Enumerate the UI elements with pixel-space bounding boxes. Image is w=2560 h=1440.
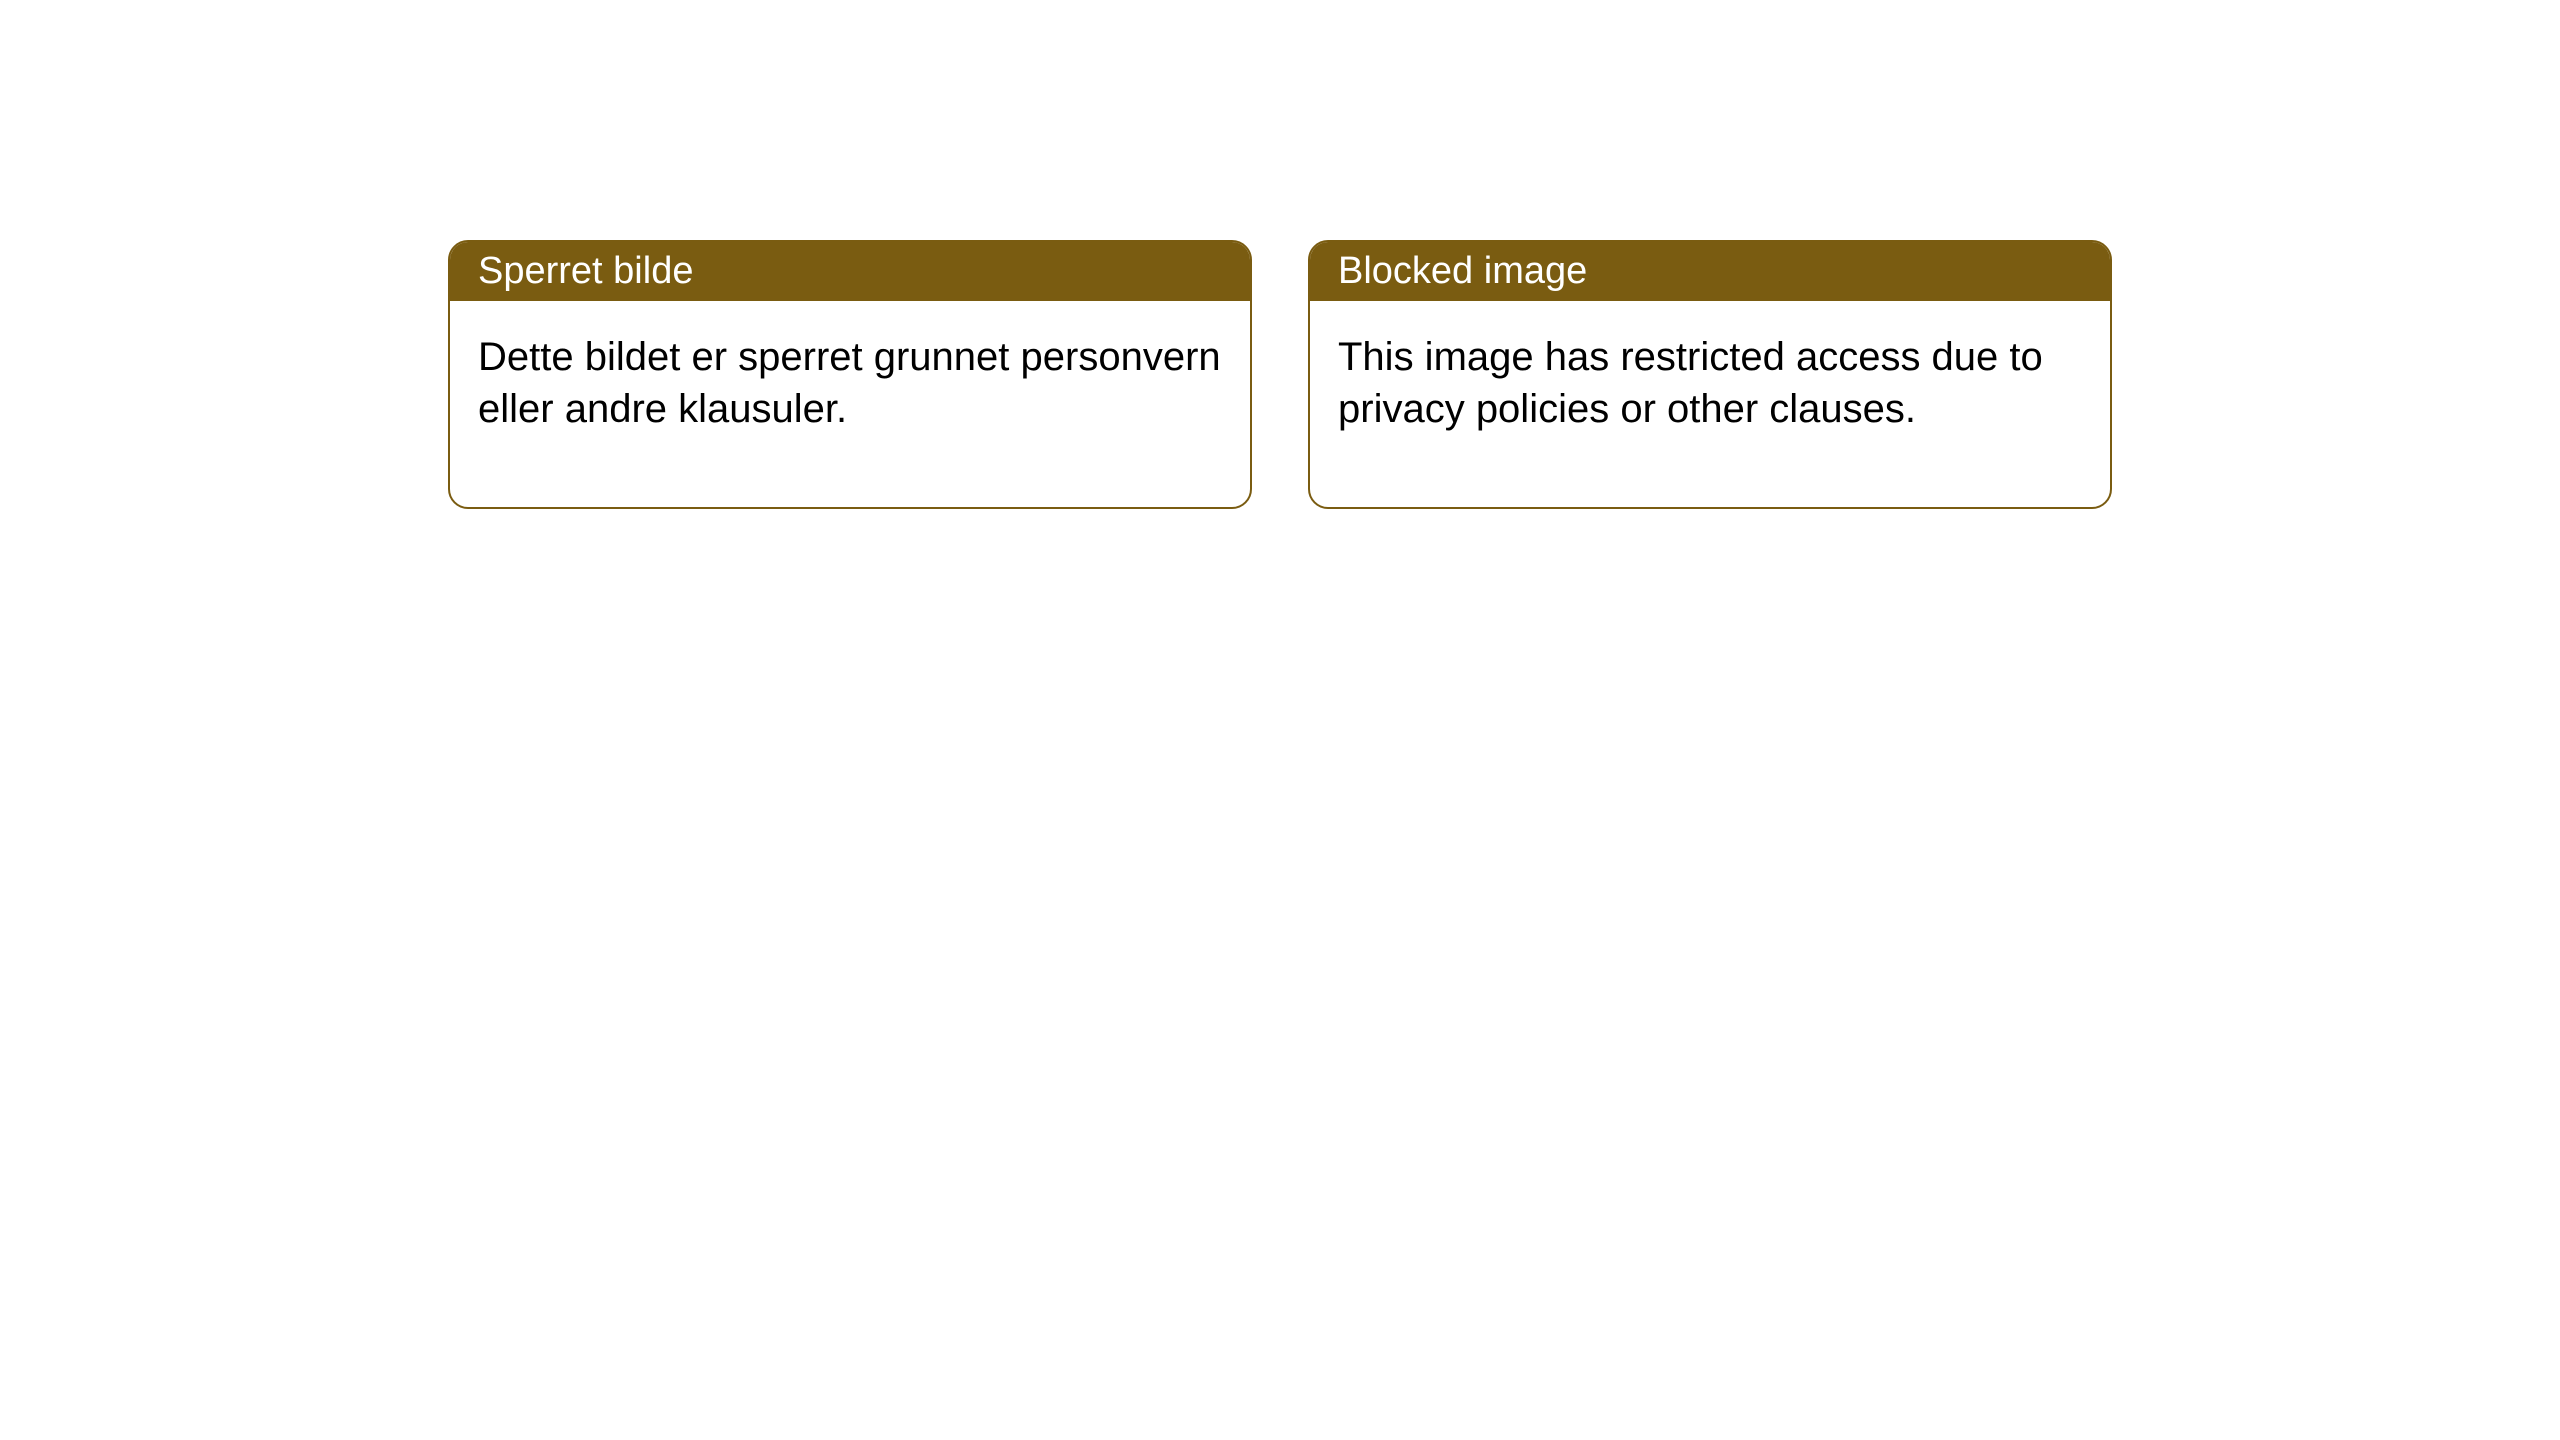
notice-body-text: This image has restricted access due to …	[1338, 335, 2043, 431]
notice-body-text: Dette bildet er sperret grunnet personve…	[478, 335, 1221, 431]
notice-header: Blocked image	[1310, 242, 2110, 301]
notice-body: This image has restricted access due to …	[1310, 301, 2110, 507]
notice-body: Dette bildet er sperret grunnet personve…	[450, 301, 1250, 507]
notice-box-norwegian: Sperret bilde Dette bildet er sperret gr…	[448, 240, 1252, 509]
notice-title: Sperret bilde	[478, 250, 693, 292]
notice-title: Blocked image	[1338, 250, 1587, 292]
notice-header: Sperret bilde	[450, 242, 1250, 301]
notice-container: Sperret bilde Dette bildet er sperret gr…	[448, 240, 2112, 509]
notice-box-english: Blocked image This image has restricted …	[1308, 240, 2112, 509]
